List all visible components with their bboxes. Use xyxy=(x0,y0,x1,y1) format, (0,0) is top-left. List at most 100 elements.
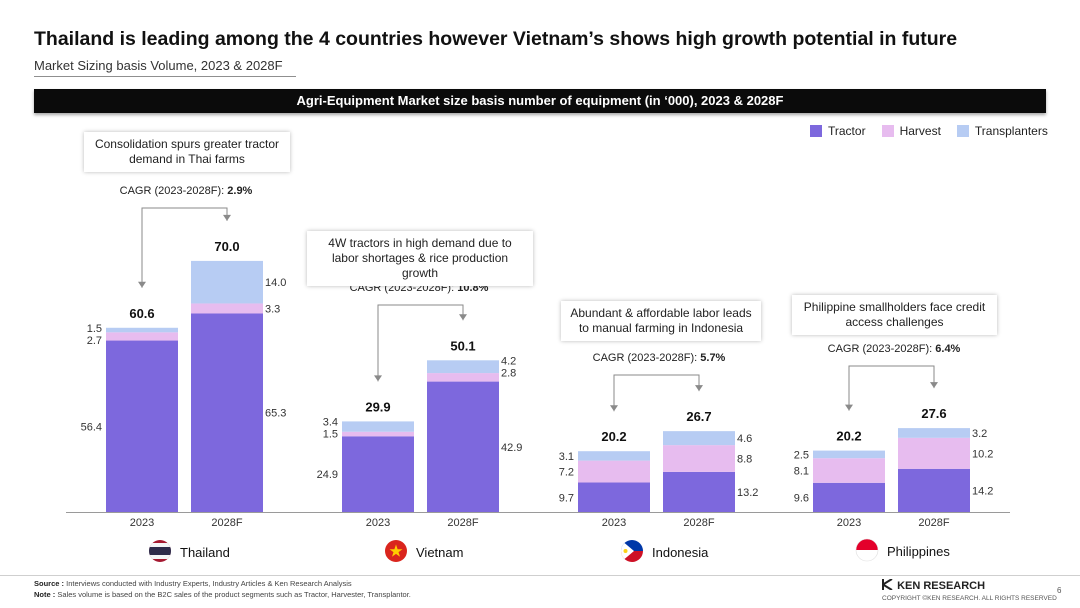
cagr-bracket-philippines xyxy=(848,365,935,411)
total-label-philippines-2028f: 27.6 xyxy=(921,406,946,421)
cagr-value-philippines: 6.4% xyxy=(935,343,960,355)
x-tick-label-vietnam-2028f: 2028F xyxy=(447,517,478,529)
data-label-indonesia-2028f-transplanters: 4.6 xyxy=(737,433,752,445)
cagr-arrowhead-thailand-2023 xyxy=(138,281,146,288)
stacked-bar-chart: 56.42.71.560.6202365.33.314.070.02028FCA… xyxy=(66,185,1010,529)
x-tick-label-indonesia-2023: 2023 xyxy=(602,517,626,529)
cagr-arrowhead-indonesia-2028f xyxy=(695,385,703,392)
cagr-arrowhead-thailand-2028f xyxy=(223,214,231,221)
bar-segment-philippines-2023-harvest xyxy=(813,458,885,483)
data-label-thailand-2023-harvest: 2.7 xyxy=(87,335,102,347)
footer-source: Source : Interviews conducted with Indus… xyxy=(34,579,352,588)
note-colon: : xyxy=(52,590,56,599)
cagr-text-philippines: CAGR (2023-2028F): 6.4% xyxy=(828,343,961,355)
x-tick-label-philippines-2028f: 2028F xyxy=(918,517,949,529)
cagr-arrowhead-vietnam-2028f xyxy=(459,314,467,321)
data-label-vietnam-2028f-tractor: 42.9 xyxy=(501,442,522,454)
copyright-text: COPYRIGHT ©KEN RESEARCH. ALL RIGHTS RESE… xyxy=(882,595,1057,602)
bar-segment-indonesia-2023-harvest xyxy=(578,460,650,483)
bar-segment-thailand-2023-transplanters xyxy=(106,327,178,333)
cagr-arrowhead-indonesia-2023 xyxy=(610,405,618,412)
bar-segment-indonesia-2023-tractor xyxy=(578,482,650,512)
legend-swatch-harvest xyxy=(881,125,894,137)
data-label-philippines-2028f-transplanters: 3.2 xyxy=(972,428,987,440)
bar-segment-vietnam-2023-tractor xyxy=(342,436,414,512)
footer-divider xyxy=(0,575,1080,576)
data-label-thailand-2028f-tractor: 65.3 xyxy=(265,408,286,420)
cagr-bracket-indonesia xyxy=(613,374,700,412)
brand-name: KEN RESEARCH xyxy=(897,580,986,592)
cagr-text-thailand: CAGR (2023-2028F): 2.9% xyxy=(120,185,253,197)
page-number: 6 xyxy=(1057,586,1062,595)
bar-segment-indonesia-2023-transplanters xyxy=(578,451,650,461)
total-label-philippines-2023: 20.2 xyxy=(836,429,861,444)
thailand-flag-icon xyxy=(148,539,172,566)
x-tick-label-vietnam-2023: 2023 xyxy=(366,517,390,529)
data-label-indonesia-2028f-harvest: 8.8 xyxy=(737,454,752,466)
bar-segment-vietnam-2028f-tractor xyxy=(427,381,499,512)
bar-segment-thailand-2028f-transplanters xyxy=(191,260,263,304)
cagr-value-indonesia: 5.7% xyxy=(700,352,725,364)
page-subtitle: Market Sizing basis Volume, 2023 & 2028F xyxy=(34,58,283,73)
country-label-thailand: Thailand xyxy=(148,539,230,566)
footer-note: Note : Sales volume is based on the B2C … xyxy=(34,590,411,599)
legend-label-harvest: Harvest xyxy=(899,124,941,138)
bar-segment-thailand-2028f-harvest xyxy=(191,303,263,314)
cagr-label-philippines: CAGR (2023-2028F): xyxy=(828,343,936,355)
note-text: Sales volume is based on the B2C sales o… xyxy=(57,590,411,599)
callout-thailand: Consolidation spurs greater tractor dema… xyxy=(84,132,290,172)
bar-segment-philippines-2023-transplanters xyxy=(813,450,885,459)
country-name-vietnam: Vietnam xyxy=(416,545,464,560)
legend-label-tractor: Tractor xyxy=(828,124,866,138)
cagr-bracket-thailand xyxy=(141,207,228,288)
data-label-vietnam-2023-transplanters: 3.4 xyxy=(323,416,338,428)
data-label-philippines-2023-harvest: 8.1 xyxy=(794,466,809,478)
bar-segment-indonesia-2028f-harvest xyxy=(663,445,735,472)
subtitle-underline xyxy=(34,76,296,77)
source-text: Interviews conducted with Industry Exper… xyxy=(66,579,352,588)
x-tick-label-thailand-2028f: 2028F xyxy=(211,517,242,529)
x-tick-label-philippines-2023: 2023 xyxy=(837,517,861,529)
chart-banner: Agri-Equipment Market size basis number … xyxy=(34,89,1046,113)
bar-segment-vietnam-2028f-harvest xyxy=(427,373,499,382)
legend-swatch-tractor xyxy=(810,125,822,137)
legend-item-harvest: Harvest xyxy=(881,124,941,138)
data-label-indonesia-2028f-tractor: 13.2 xyxy=(737,487,758,499)
data-label-vietnam-2028f-harvest: 2.8 xyxy=(501,367,516,379)
data-label-thailand-2023-tractor: 56.4 xyxy=(81,421,102,433)
cagr-arrowhead-vietnam-2023 xyxy=(374,375,382,382)
callout-indonesia: Abundant & affordable labor leads to man… xyxy=(561,301,761,341)
data-label-indonesia-2023-harvest: 7.2 xyxy=(559,467,574,479)
bar-segment-thailand-2023-harvest xyxy=(106,332,178,341)
country-label-vietnam: Vietnam xyxy=(384,539,463,566)
bar-segment-thailand-2023-tractor xyxy=(106,340,178,512)
legend-item-transplanters: Transplanters xyxy=(956,124,1048,138)
callout-vietnam: 4W tractors in high demand due to labor … xyxy=(307,231,533,286)
country-label-philippines: Philippines xyxy=(855,538,950,565)
bar-segment-thailand-2028f-tractor xyxy=(191,313,263,512)
x-tick-label-thailand-2023: 2023 xyxy=(130,517,154,529)
data-label-indonesia-2023-tractor: 9.7 xyxy=(559,492,574,504)
country-label-indonesia: Indonesia xyxy=(620,539,708,566)
cagr-value-thailand: 2.9% xyxy=(227,185,252,197)
brand-logo: KEN RESEARCH xyxy=(882,578,986,592)
data-label-vietnam-2028f-transplanters: 4.2 xyxy=(501,355,516,367)
note-label: Note xyxy=(34,590,51,599)
vietnam-flag-icon xyxy=(384,539,408,566)
cagr-arrowhead-philippines-2028f xyxy=(930,382,938,389)
indonesia-flag-icon xyxy=(620,539,644,566)
cagr-arrowhead-philippines-2023 xyxy=(845,404,853,411)
bar-segment-indonesia-2028f-tractor xyxy=(663,471,735,512)
total-label-vietnam-2023: 29.9 xyxy=(365,399,390,414)
bar-segment-philippines-2023-tractor xyxy=(813,482,885,512)
cagr-text-indonesia: CAGR (2023-2028F): 5.7% xyxy=(593,352,726,364)
legend-label-transplanters: Transplanters xyxy=(974,124,1048,138)
x-tick-label-indonesia-2028f: 2028F xyxy=(683,517,714,529)
data-label-philippines-2028f-harvest: 10.2 xyxy=(972,448,993,460)
ken-logo-icon xyxy=(882,578,893,591)
bar-segment-philippines-2028f-transplanters xyxy=(898,428,970,438)
data-label-philippines-2023-tractor: 9.6 xyxy=(794,492,809,504)
bar-segment-philippines-2028f-harvest xyxy=(898,437,970,469)
legend-swatch-transplanters xyxy=(956,125,969,137)
bar-segment-vietnam-2023-harvest xyxy=(342,431,414,437)
